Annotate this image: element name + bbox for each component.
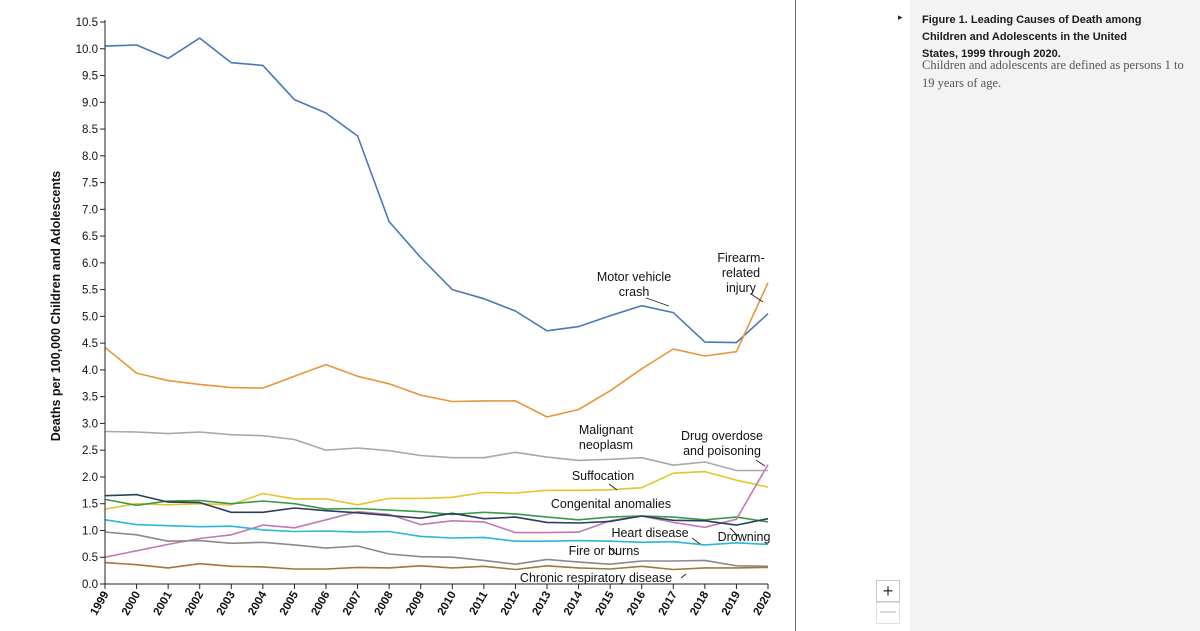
label-leader-line	[645, 297, 670, 307]
y-tick-label: 9.5	[82, 71, 98, 83]
x-tick-label: 2012	[499, 590, 522, 618]
series-line-malignant-neoplasm	[104, 430, 768, 472]
y-tick-label: 9.0	[82, 97, 98, 109]
zoom-controls: + —	[876, 580, 900, 624]
y-tick-label: 1.0	[82, 525, 98, 537]
x-tick-label: 2018	[688, 589, 711, 618]
series-label: crash	[619, 285, 650, 299]
x-tick-label: 2011	[468, 589, 491, 617]
series-label: Firearm-	[717, 251, 764, 265]
line-chart: 0.0 0.5 1.0 1.5 2.0 2.5 3.0 3.5 4.0 4.5 5.0 5.5 6.0 6…	[49, 17, 775, 618]
series-label: Congenital anomalies	[551, 497, 671, 511]
y-axis-title: Deaths per 100,000 Children and Adolesce…	[49, 171, 63, 442]
x-tick-label: 2000	[120, 590, 143, 618]
zoom-in-button[interactable]: +	[876, 580, 900, 602]
y-tick-label: 4.5	[82, 338, 98, 350]
series-label: Drug overdose	[681, 429, 763, 443]
series-label: Motor vehicle	[597, 270, 671, 284]
x-tick-label: 2017	[657, 590, 680, 618]
y-tick-label: 6.0	[82, 258, 98, 270]
y-tick-label: 0.5	[82, 552, 98, 564]
y-tick-label: 2.5	[82, 445, 98, 457]
x-tick-label: 2007	[341, 590, 364, 618]
x-tick-label: 2001	[152, 589, 175, 618]
series-line-congenital-anomalies	[104, 498, 769, 523]
series-label: related	[722, 266, 760, 280]
label-leader-line	[680, 573, 687, 579]
label-leader-line	[608, 483, 618, 491]
figure-title: Figure 1. Leading Causes of Death among …	[922, 14, 1142, 60]
label-leader-line	[691, 537, 701, 545]
y-tick-label: 5.0	[82, 311, 98, 323]
series-label: Suffocation	[572, 469, 634, 483]
axes	[104, 20, 768, 585]
y-tick-label: 0.0	[82, 579, 98, 591]
label-leader-line	[609, 547, 618, 556]
series-label: neoplasm	[579, 438, 633, 452]
x-tick-label: 2016	[625, 590, 648, 618]
y-tick-label: 4.0	[82, 365, 98, 377]
y-tick-label: 2.0	[82, 472, 98, 484]
y-tick-label: 5.5	[82, 285, 98, 297]
zoom-out-button[interactable]: —	[876, 602, 900, 624]
series-line-drug-overdose-and-poisoning	[104, 464, 769, 558]
y-tick-label: 8.5	[82, 124, 98, 136]
label-leader-line	[750, 293, 764, 303]
x-tick-label: 2009	[404, 590, 427, 618]
series-label: Fire or burns	[569, 544, 640, 558]
y-tick-label: 7.5	[82, 178, 98, 190]
x-tick-label: 2015	[594, 589, 617, 618]
series-label: Heart disease	[611, 526, 688, 540]
x-tick-label: 2002	[183, 590, 206, 618]
x-tick-label: 2008	[373, 589, 396, 618]
x-tick-label: 2014	[562, 589, 585, 618]
series-line-heart-disease	[104, 519, 769, 546]
series-line-chronic-respiratory-disease	[104, 561, 769, 571]
label-leader-line	[729, 527, 739, 537]
y-tick-label: 6.5	[82, 231, 98, 243]
y-tick-label: 7.0	[82, 204, 98, 216]
series-line-firearm-related-injury	[104, 282, 769, 418]
y-tick-label: 10.5	[76, 17, 98, 29]
y-tick-label: 3.5	[82, 392, 98, 404]
label-leader-line	[755, 459, 766, 467]
x-tick-label: 2005	[278, 589, 301, 618]
y-tick-label: 8.0	[82, 151, 98, 163]
series-lines	[104, 37, 769, 571]
x-tick-label: 2020	[751, 590, 774, 618]
series-label: Drowning	[718, 530, 771, 544]
x-tick-label: 1999	[88, 590, 111, 618]
x-tick-label: 2003	[215, 590, 238, 618]
y-tick-label: 3.0	[82, 418, 98, 430]
series-label: Malignant	[579, 423, 634, 437]
x-tick-label: 2006	[309, 590, 332, 618]
series-line-drowning	[104, 493, 769, 526]
series-line-fire-or-burns	[104, 531, 769, 568]
series-label: Chronic respiratory disease	[520, 571, 672, 585]
caption-panel: Figure 1. Leading Causes of Death among …	[910, 0, 1200, 631]
x-tick-label: 2013	[530, 590, 553, 618]
series-label: injury	[726, 281, 757, 295]
series-line-motor-vehicle-crash	[104, 37, 769, 344]
x-tick-label: 2004	[246, 589, 269, 618]
y-tick-label: 1.5	[82, 499, 98, 511]
chart-panel: 0.0 0.5 1.0 1.5 2.0 2.5 3.0 3.5 4.0 4.5 5.0 5.5 6.0 6…	[49, 0, 796, 631]
series-line-suffocation	[104, 470, 769, 510]
y-tick-label: 10.0	[76, 44, 98, 56]
series-label: and poisoning	[683, 444, 761, 458]
triangle-right-icon[interactable]: ▸	[898, 12, 903, 22]
x-tick-label: 2019	[720, 590, 743, 618]
figure-description: Children and adolescents are defined as …	[922, 58, 1184, 90]
x-tick-label: 2010	[436, 590, 459, 618]
